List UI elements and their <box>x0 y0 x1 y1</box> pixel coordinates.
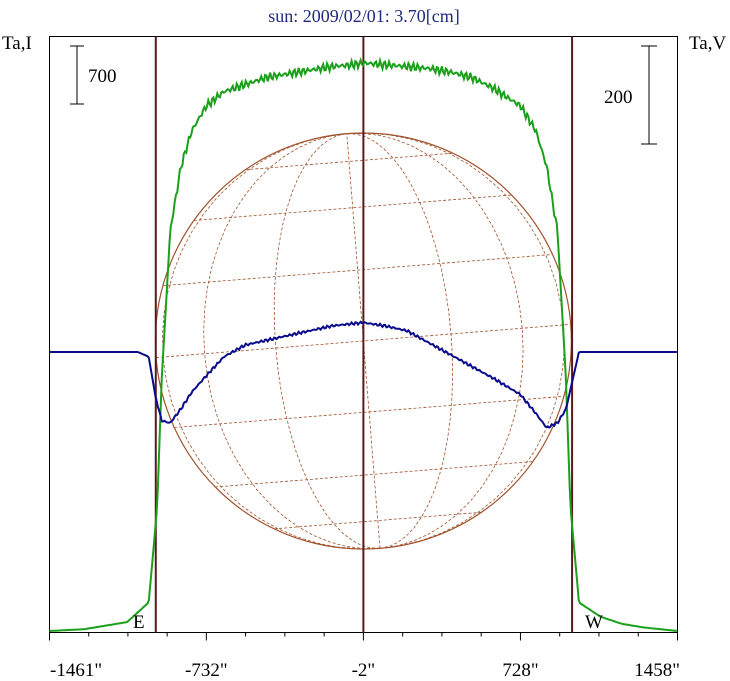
west-limb-label: W <box>585 612 603 633</box>
left-scale-bar-label: 700 <box>88 66 117 87</box>
latitude-line <box>215 461 533 488</box>
x-tick-label: 728" <box>502 660 538 681</box>
left-scale-bar <box>70 45 84 105</box>
latitude-line <box>162 254 553 287</box>
longitude-line <box>346 133 524 549</box>
longitude-line <box>346 133 454 549</box>
x-axis-ticks: -1461" -732" -2" 728" 1458" <box>49 632 680 681</box>
series-line-stokes-i <box>49 56 677 632</box>
series-line-stokes-v <box>49 320 677 429</box>
left-axis-label: Ta,I <box>2 33 32 54</box>
longitude-line <box>346 132 565 549</box>
right-scale-bar-label: 200 <box>604 87 633 108</box>
x-tick-label: -1461" <box>50 660 102 681</box>
right-axis-label: Ta,V <box>689 33 726 54</box>
east-limb-label: E <box>133 612 145 633</box>
x-tick-label: -732" <box>185 660 228 681</box>
limb-center-lines <box>154 36 574 633</box>
longitude-line <box>203 133 381 549</box>
x-tick-label: -2" <box>352 660 376 681</box>
right-scale-bar <box>641 45 657 145</box>
latitude-line <box>193 194 512 221</box>
x-tick-label: 1458" <box>634 660 680 681</box>
chart-title: sun: 2009/02/01: 3.70[cm] <box>268 6 460 26</box>
latitude-line <box>245 152 453 171</box>
longitude-line <box>162 133 381 550</box>
longitude-line <box>273 133 381 549</box>
